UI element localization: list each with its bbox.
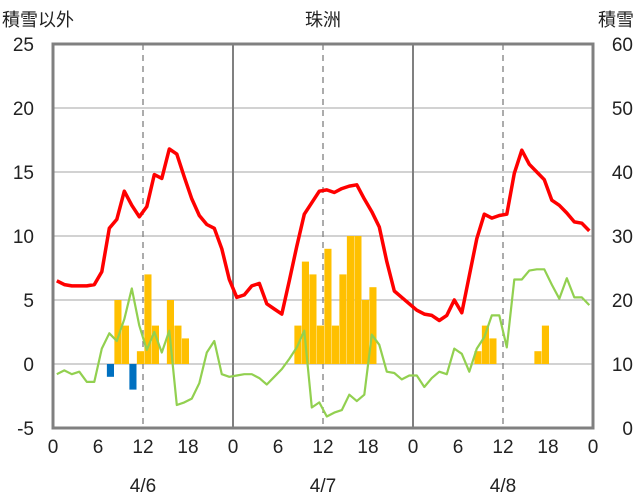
right-tick-label: 50 xyxy=(612,99,633,120)
bar xyxy=(144,274,152,364)
bar xyxy=(346,236,354,364)
bar xyxy=(361,300,369,364)
left-axis-ticks: 25 20 15 10 5 0 -5 xyxy=(13,35,34,440)
bar xyxy=(151,325,159,364)
bar xyxy=(489,338,497,364)
date-label: 4/6 xyxy=(130,476,156,497)
x-tick-label: 6 xyxy=(453,437,464,458)
x-tick-label: 0 xyxy=(588,437,599,458)
x-axis-ticks: 0 6 12 18 0 6 12 18 0 6 12 18 0 xyxy=(48,437,599,458)
x-tick-label: 18 xyxy=(357,437,378,458)
bar xyxy=(369,287,377,364)
x-tick-label: 6 xyxy=(93,437,104,458)
plot-frame xyxy=(51,42,595,430)
chart-title: 珠洲 xyxy=(305,10,341,31)
bar xyxy=(339,274,347,364)
left-tick-label: 25 xyxy=(13,35,34,56)
x-tick-label: 0 xyxy=(228,437,239,458)
x-tick-label: 12 xyxy=(312,437,333,458)
bar xyxy=(181,338,189,364)
right-tick-label: 20 xyxy=(612,291,633,312)
right-tick-label: 60 xyxy=(612,35,633,56)
bar xyxy=(309,274,317,364)
left-tick-label: 0 xyxy=(23,355,34,376)
bar xyxy=(331,325,339,364)
x-tick-label: 18 xyxy=(537,437,558,458)
bar xyxy=(136,351,144,364)
x-tick-label: 6 xyxy=(273,437,284,458)
right-tick-label: 40 xyxy=(612,163,633,184)
x-tick-label: 12 xyxy=(492,437,513,458)
bar xyxy=(301,261,309,364)
bar xyxy=(534,351,542,364)
bar xyxy=(481,325,489,364)
bar xyxy=(541,325,549,364)
bar xyxy=(114,300,122,364)
bar xyxy=(174,325,182,364)
x-tick-label: 0 xyxy=(48,437,59,458)
left-tick-label: 10 xyxy=(13,227,34,248)
bar xyxy=(324,248,332,364)
left-tick-label: 15 xyxy=(13,163,34,184)
left-tick-label: 5 xyxy=(23,291,34,312)
left-axis-label: 積雪以外 xyxy=(2,10,74,31)
date-labels: 4/6 4/7 4/8 xyxy=(130,476,516,497)
x-tick-label: 12 xyxy=(132,437,153,458)
right-axis-ticks: 60 50 40 30 20 10 0 xyxy=(612,35,633,440)
right-tick-label: 30 xyxy=(612,227,633,248)
left-tick-label: -5 xyxy=(17,419,34,440)
date-label: 4/7 xyxy=(310,476,336,497)
bar xyxy=(106,364,114,377)
right-axis-label: 積雪 xyxy=(598,10,634,31)
right-tick-label: 0 xyxy=(622,419,633,440)
left-tick-label: 20 xyxy=(13,99,34,120)
x-tick-label: 18 xyxy=(177,437,198,458)
series-line xyxy=(56,268,591,418)
right-tick-label: 10 xyxy=(612,355,633,376)
bar xyxy=(354,236,362,364)
bar xyxy=(121,325,129,364)
date-label: 4/8 xyxy=(490,476,516,497)
bar xyxy=(316,325,324,364)
bar xyxy=(129,364,137,390)
series-line xyxy=(56,147,591,323)
x-tick-label: 0 xyxy=(408,437,419,458)
bar xyxy=(474,351,482,364)
